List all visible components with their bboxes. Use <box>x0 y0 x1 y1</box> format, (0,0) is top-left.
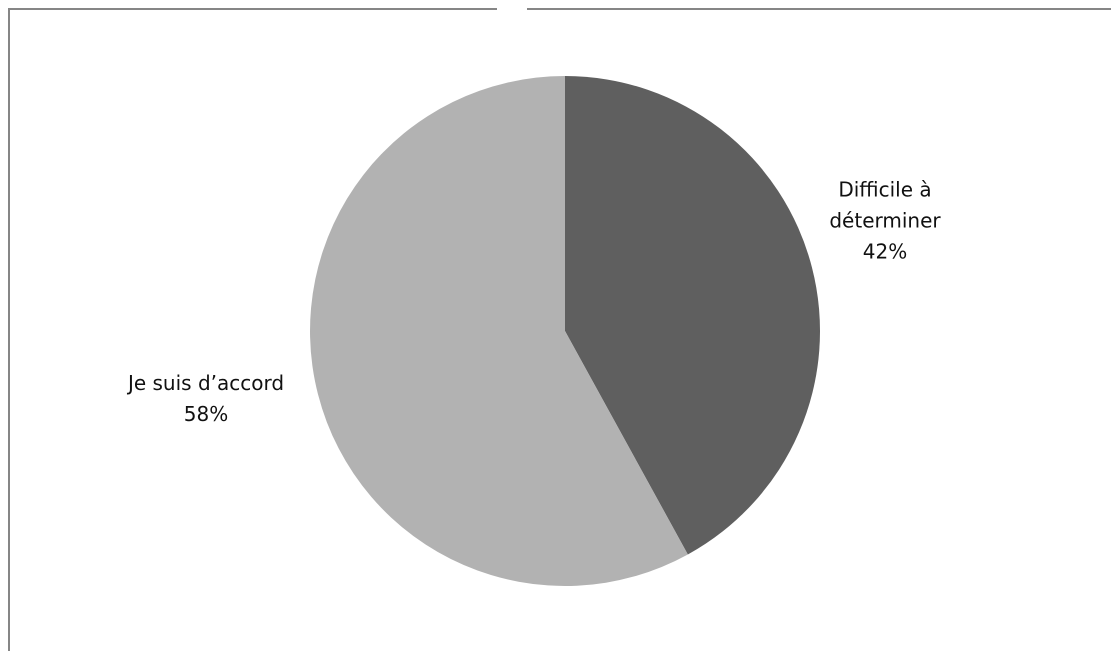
slice-percent-label: 42% <box>863 240 907 264</box>
slice-category-label: Difficile à <box>838 178 931 202</box>
pie-slice <box>565 76 821 555</box>
pie-slices <box>310 76 821 586</box>
slice-category-label: déterminer <box>829 209 941 233</box>
chart-border <box>8 8 1111 651</box>
pie-slice <box>310 76 688 586</box>
slice-category-label: Je suis d’accord <box>126 371 284 395</box>
title-gap <box>497 2 527 14</box>
slice-percent-label: 58% <box>184 402 228 426</box>
pie-labels: Difficile à déterminer 42% Je suis d’accord… <box>126 178 941 427</box>
